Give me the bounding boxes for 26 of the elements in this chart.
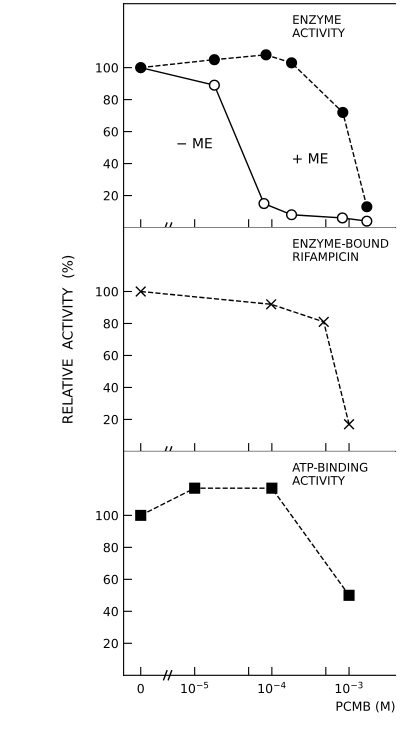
y-tick-label: 60 [104, 350, 118, 360]
text: ATP-BINDING ACTIVITY [292, 462, 368, 485]
y-tick-label: 100 [96, 63, 118, 73]
x-tick-label: 10$^{−4}$ [258, 682, 286, 694]
y-tick-label: 80 [104, 318, 118, 328]
y-tick-label: 60 [104, 127, 118, 137]
y-tick-label: 40 [103, 382, 118, 392]
y-tick-label: 40 [103, 159, 118, 169]
x-axis-title: PCMB (M) [336, 701, 394, 712]
y-tick-label: 40 [103, 606, 118, 616]
y-tick-label: 80 [104, 542, 118, 552]
y-tick-label: 20 [104, 638, 118, 648]
text: ENZYME-BOUND RIFAMPICIN [293, 238, 388, 262]
x-tick-label: 10$^{−5}$ [181, 682, 208, 694]
series-label: + ME [293, 153, 328, 164]
y-axis-title: RELATIVE ACTIVITY (%) [62, 256, 74, 423]
x-tick-label: 10$^{−3}$ [336, 682, 363, 694]
y-tick-label: 20 [104, 191, 118, 200]
y-tick-label: 80 [104, 95, 118, 105]
y-tick-label: 60 [104, 574, 118, 584]
x-tick-label: 0 [138, 684, 144, 694]
y-tick-label: 100 [96, 286, 118, 296]
y-tick-label: 20 [104, 414, 118, 424]
series-label: − ME [177, 138, 212, 148]
text: ENZYME ACTIVITY [292, 15, 345, 38]
y-tick-label: 100 [96, 510, 118, 520]
